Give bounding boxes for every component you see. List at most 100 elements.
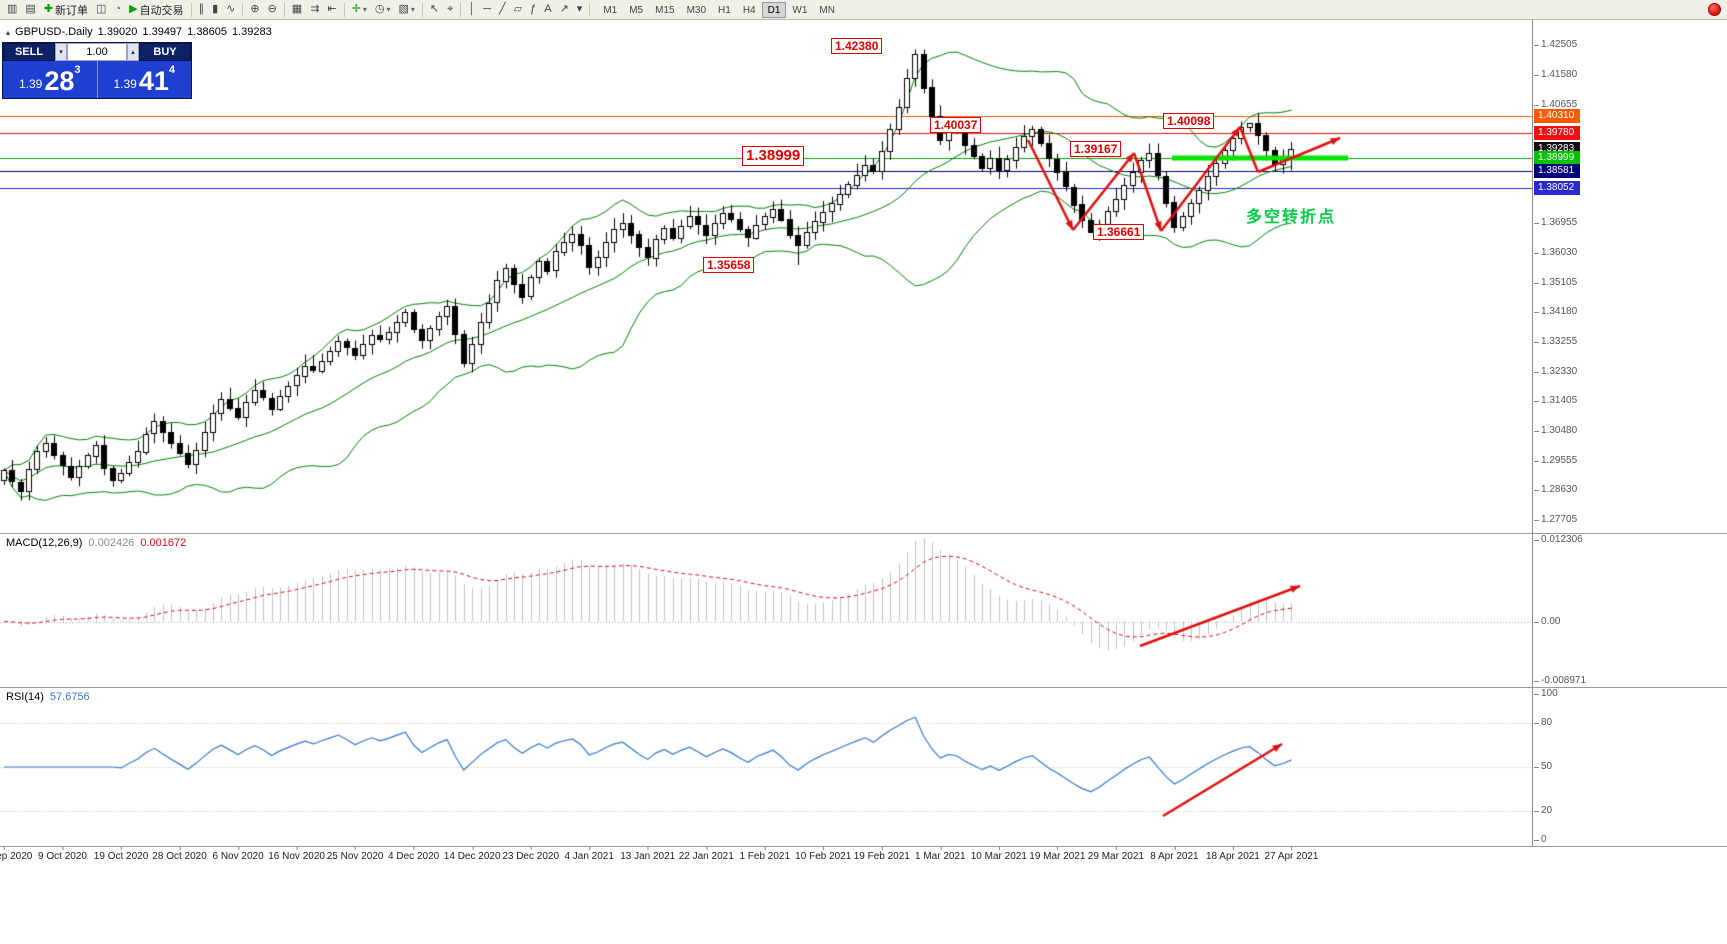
auto-scroll-icon: ⇉ xyxy=(310,3,320,15)
rsi-axis-label: 50 xyxy=(1533,761,1553,772)
sell-button[interactable]: SELL xyxy=(3,43,55,61)
sell-price[interactable]: 1.39 28 3 xyxy=(3,61,97,98)
candles-mode-icon[interactable]: ▮ xyxy=(208,1,222,18)
arrow-object-icon[interactable]: ↗ xyxy=(556,1,573,18)
autotrading-button[interactable]: ▶ 自动交易 xyxy=(125,1,187,18)
toolbar-separator xyxy=(460,2,462,17)
volume-increase-stepper[interactable]: ▴ xyxy=(127,43,139,61)
timeframe-mn[interactable]: MN xyxy=(819,4,835,16)
date-axis-label: 4 Dec 2020 xyxy=(388,847,440,862)
ohlc-info-line: ▴ GBPUSD-.Daily 1.39020 1.39497 1.38605 1.392… xyxy=(6,26,277,38)
indicators-icon: ✛ xyxy=(351,3,361,15)
arrow-object-icon: ↗ xyxy=(559,3,569,15)
price-label-flag[interactable]: 1.38999 xyxy=(742,146,805,166)
panel-separator xyxy=(0,846,1727,847)
toolbar: ▥ ▤ ✚ 新订单 ◫ ◔ ▶ 自动交易 ∥ ▮ ∿ ⊕ ⊖ ▦ ⇉ ⇤ ✛ ▾ ◷ ▾ ▧ ▾ ↖ ⌖ │ ─ ╱ ▱ ƒ A ↗ ▾ M1… xyxy=(0,0,1727,20)
indicators-button[interactable]: ✛ ▾ xyxy=(348,1,371,18)
buy-price[interactable]: 1.39 41 4 xyxy=(96,61,192,98)
buy-price-big: 41 xyxy=(138,66,169,96)
price-label-flag[interactable]: 1.36661 xyxy=(1093,224,1145,240)
rsi-axis-label: 80 xyxy=(1533,716,1553,728)
timeframe-h1[interactable]: H1 xyxy=(718,4,731,16)
timeframe-h4[interactable]: H4 xyxy=(742,4,756,16)
trendline-icon[interactable]: ╱ xyxy=(495,1,510,18)
periods-button[interactable]: ◷ ▾ xyxy=(371,1,395,18)
fibonacci-icon[interactable]: ƒ xyxy=(526,1,540,18)
price-label-flag[interactable]: 1.40037 xyxy=(930,117,982,133)
volume-decrease-stepper[interactable]: ▾ xyxy=(55,43,67,61)
price-axis-label: 1.29555 xyxy=(1533,454,1578,466)
price-axis-label: 1.30480 xyxy=(1533,425,1578,437)
fibonacci-icon: ƒ xyxy=(530,3,537,15)
horizontal-line-icon[interactable]: ─ xyxy=(479,1,495,18)
chart-windows-icon[interactable]: ◫ xyxy=(92,1,110,18)
channel-icon[interactable]: ▱ xyxy=(510,1,526,18)
zoom-out-icon[interactable]: ⊖ xyxy=(264,1,281,18)
notification-icon[interactable] xyxy=(1708,3,1721,16)
chart-shift-icon[interactable]: ⇤ xyxy=(323,1,340,18)
symbol-label: GBPUSD-.Daily xyxy=(15,26,93,38)
price-axis-tag: 1.38581 xyxy=(1534,164,1580,179)
one-click-trading-panel: SELL ▾ 1.00 ▴ BUY 1.39 28 3 1.39 41 4 xyxy=(2,42,192,99)
vertical-line-icon[interactable]: │ xyxy=(464,1,479,18)
macd-axis-label: -0.008971 xyxy=(1533,675,1587,686)
date-axis-label: 16 Nov 2020 xyxy=(268,847,325,862)
date-axis-label: 1 Feb 2021 xyxy=(739,847,791,862)
one-click-toggle-icon[interactable]: ▴ xyxy=(6,28,11,37)
shapes-more-icon[interactable]: ▾ xyxy=(573,1,587,18)
tile-windows-icon[interactable]: ▦ xyxy=(288,1,306,18)
cursor-icon: ↖ xyxy=(429,3,440,15)
panel-separator xyxy=(0,533,1727,534)
toolbar-separator xyxy=(190,2,192,17)
macd-axis-label: 0.00 xyxy=(1533,615,1561,627)
new-order-icon: ✚ xyxy=(43,3,54,15)
profiles-icon[interactable]: ▤ xyxy=(21,1,39,18)
price-chart-canvas[interactable] xyxy=(0,20,1532,533)
strategy-tester-icon[interactable]: ◔ xyxy=(110,1,125,18)
price-label-flag[interactable]: 1.39167 xyxy=(1070,141,1122,157)
price-label-flag[interactable]: 1.35658 xyxy=(703,257,755,273)
price-axis-label: 1.27705 xyxy=(1533,514,1578,525)
rsi-canvas[interactable] xyxy=(0,688,1532,846)
price-axis-label: 1.31405 xyxy=(1533,395,1578,407)
macd-scale: 0.012306 0.00 -0.008971 xyxy=(1533,534,1727,687)
line-mode-icon[interactable]: ∿ xyxy=(222,1,239,18)
date-axis-label: 19 Feb 2021 xyxy=(853,847,910,862)
price-label-flag[interactable]: 1.40098 xyxy=(1163,113,1215,129)
timeframe-w1[interactable]: W1 xyxy=(792,4,808,16)
macd-canvas[interactable] xyxy=(0,534,1532,687)
toolbar-separator xyxy=(421,2,423,17)
timeframe-d1[interactable]: D1 xyxy=(761,1,787,18)
close-value: 1.39283 xyxy=(231,26,272,38)
templates-icon: ▧ xyxy=(398,3,409,15)
macd-name: MACD(12,26,9) xyxy=(6,537,83,549)
templates-button[interactable]: ▧ ▾ xyxy=(394,1,418,18)
price-label-flag[interactable]: 1.42380 xyxy=(831,38,883,54)
timeframe-m30[interactable]: M30 xyxy=(686,4,707,16)
zoom-in-icon[interactable]: ⊕ xyxy=(246,1,263,18)
auto-scroll-icon[interactable]: ⇉ xyxy=(306,1,323,18)
new-order-button[interactable]: ✚ 新订单 xyxy=(40,1,92,18)
buy-button[interactable]: BUY xyxy=(139,43,191,61)
dropdown-caret-icon: ▾ xyxy=(410,5,415,14)
macd-panel: MACD(12,26,9) 0.002426 0.001672 xyxy=(0,534,1532,687)
new-chart-icon[interactable]: ▥ xyxy=(3,1,21,18)
crosshair-icon[interactable]: ⌖ xyxy=(443,1,457,18)
macd-label: MACD(12,26,9) 0.002426 0.001672 xyxy=(6,537,192,549)
chart-annotation-text[interactable]: 多空转折点 xyxy=(1246,209,1337,226)
price-scale: 1.42505 1.41580 1.40655 1.36955 1.36030 1.351… xyxy=(1533,20,1727,533)
date-axis-label: 6 Nov 2020 xyxy=(212,847,264,862)
tile-windows-icon: ▦ xyxy=(291,3,303,15)
timeframe-m15[interactable]: M15 xyxy=(655,4,675,16)
chart-shift-icon: ⇤ xyxy=(327,3,337,15)
bars-mode-icon[interactable]: ∥ xyxy=(195,1,209,18)
timeframe-m5[interactable]: M5 xyxy=(629,4,644,16)
rsi-axis-label: 0 xyxy=(1534,834,1547,845)
rsi-panel: RSI(14) 57.6756 xyxy=(0,688,1532,846)
cursor-icon[interactable]: ↖ xyxy=(426,1,443,18)
volume-input[interactable]: 1.00 xyxy=(67,43,127,61)
chart-windows-icon: ◫ xyxy=(96,3,107,15)
text-tool-icon[interactable]: A xyxy=(540,1,555,18)
timeframe-m1[interactable]: M1 xyxy=(603,4,618,16)
